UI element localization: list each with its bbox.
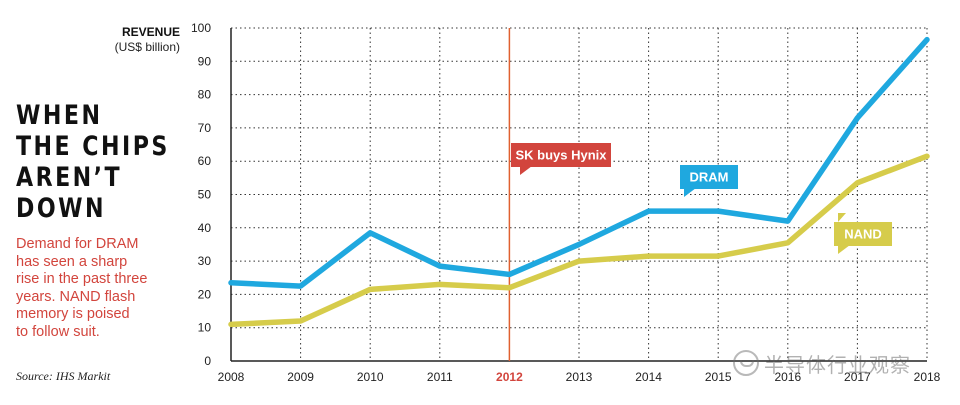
y-tick-label: 60 (198, 154, 212, 168)
x-tick-label: 2011 (427, 370, 453, 384)
nand-label-text: NAND (844, 227, 882, 242)
source-note: Source: IHS Markit (16, 369, 111, 383)
x-tick-label: 2015 (705, 370, 732, 384)
headline: WHEN THE CHIPS AREN’T DOWN (16, 100, 180, 224)
nand-label-box (834, 222, 892, 246)
x-tick-label: 2012 (496, 370, 523, 384)
headline-line: AREN’T (16, 162, 123, 193)
x-tick-label: 2009 (287, 370, 314, 384)
dram-label-box (680, 165, 738, 189)
y-tick-label: 0 (204, 354, 211, 368)
annotation-text: SK buys Hynix (515, 148, 607, 163)
series-line-nand (228, 153, 930, 328)
annotation-box (511, 143, 611, 167)
y-tick-label: 30 (198, 254, 212, 268)
headline-line: DOWN (16, 193, 106, 224)
y-tick-label: 100 (191, 21, 211, 35)
wechat-icon (733, 350, 759, 376)
y-tick-label: 70 (198, 121, 212, 135)
nand-label-tail (838, 245, 850, 254)
dram-label-text: DRAM (690, 170, 729, 185)
watermark-text: 半导体行业观察 (764, 354, 911, 377)
deck-line: rise in the past three (16, 271, 148, 288)
annotation-tail (520, 166, 532, 175)
x-tick-label: 2010 (357, 370, 384, 384)
x-tick-label: 2018 (914, 370, 941, 384)
deck-line: memory is poised (16, 306, 130, 323)
dram-label-tail (684, 188, 696, 197)
x-tick-label: 2016 (774, 370, 801, 384)
deck-line: Demand for DRAM (16, 236, 139, 252)
headline-line: THE CHIPS (16, 131, 170, 162)
x-tick-label: 2017 (844, 370, 871, 384)
watermark: 半导体行业观察 (733, 350, 911, 377)
x-tick-label: 2014 (635, 370, 662, 384)
y-axis-unit: (US$ billion) (115, 40, 180, 54)
y-tick-label: 50 (198, 188, 212, 202)
nand-label-tail-up (838, 213, 846, 222)
y-tick-label: 40 (198, 221, 212, 235)
y-tick-label: 80 (198, 88, 212, 102)
series-line-dram (228, 36, 930, 289)
y-tick-label: 90 (198, 54, 212, 68)
y-axis-label: REVENUE (122, 25, 180, 39)
headline-line: WHEN (16, 100, 103, 131)
y-tick-label: 20 (198, 287, 212, 301)
deck-line: has seen a sharp (16, 253, 128, 270)
x-tick-label: 2008 (218, 370, 245, 384)
y-tick-label: 10 (198, 321, 212, 335)
deck-text: Demand for DRAM has seen a sharp rise in t… (16, 236, 196, 342)
deck-line: to follow suit. (16, 323, 100, 340)
deck-line: years. NAND flash (16, 288, 136, 305)
x-tick-label: 2013 (566, 370, 593, 384)
